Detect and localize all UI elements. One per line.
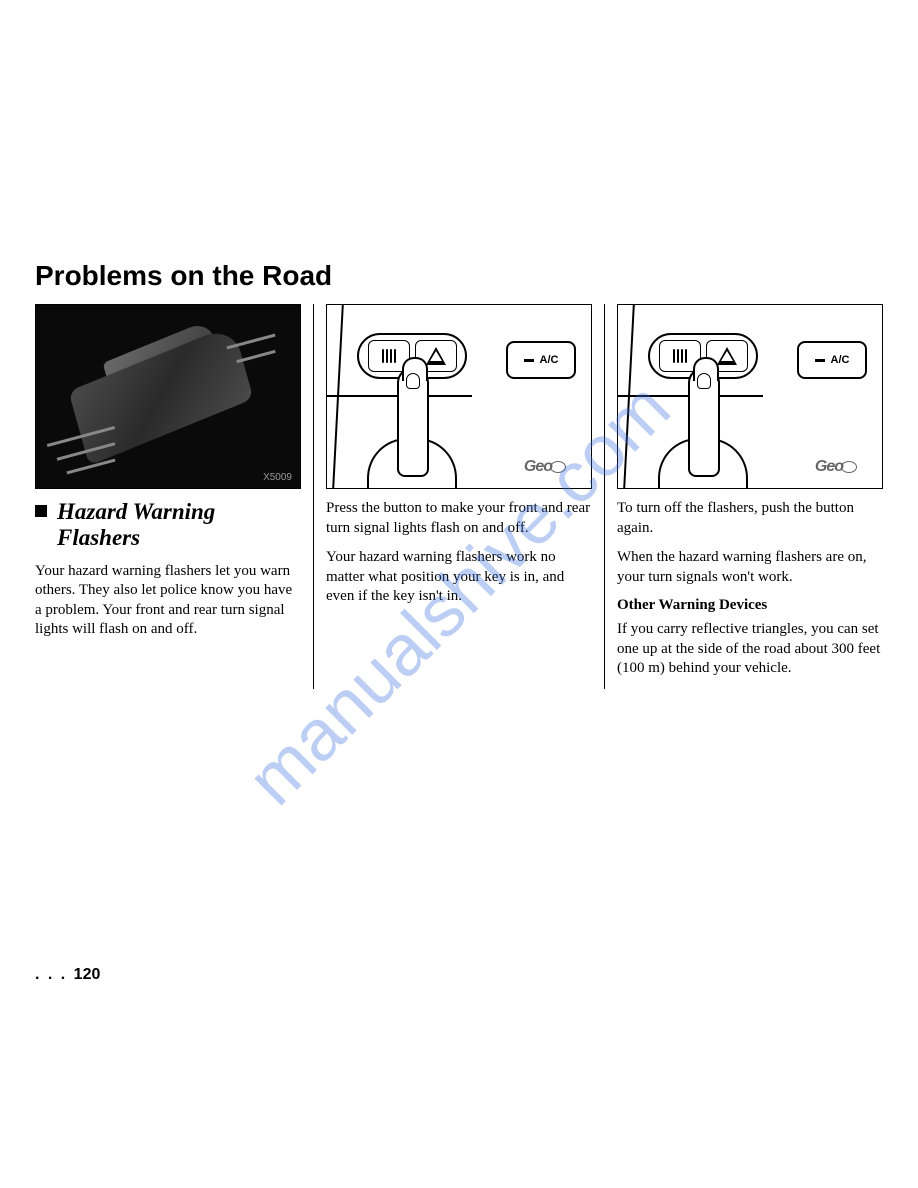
finger-illustration: [397, 367, 429, 477]
content-columns: X5009 Hazard Warning Flashers Your hazar…: [35, 304, 883, 689]
body-paragraph: Your hazard warning flashers work no mat…: [326, 548, 592, 607]
dash-panel: A/C Geo: [618, 305, 882, 488]
image-code-label: X5009: [263, 472, 292, 483]
car-flashers-illustration: X5009: [35, 304, 301, 489]
finger-illustration: [688, 367, 720, 477]
ac-label: A/C: [540, 354, 559, 366]
page-number-value: 120: [74, 966, 101, 983]
hazard-triangle-icon: [426, 347, 446, 365]
manual-page: Problems on the Road X5009 Hazard Warnin…: [35, 260, 883, 689]
dashboard-illustration: A/C Geo: [326, 304, 592, 489]
motion-line: [236, 350, 275, 363]
page-dots: . . .: [35, 966, 74, 983]
section-heading: Hazard Warning Flashers: [57, 499, 301, 552]
fingernail: [406, 373, 420, 389]
section-bullet-icon: [35, 505, 47, 517]
dash-edge: [332, 305, 344, 488]
defrost-lines-icon: [673, 349, 687, 363]
geo-logo: Geo: [815, 458, 857, 476]
column-3: A/C Geo To turn off the flashers, push t…: [605, 304, 883, 689]
page-title: Problems on the Road: [35, 260, 883, 292]
body-paragraph: If you carry reflective triangles, you c…: [617, 620, 883, 679]
dash-panel: A/C Geo: [327, 305, 591, 488]
dash-edge: [623, 305, 635, 488]
geo-logo: Geo: [524, 458, 566, 476]
body-paragraph: Press the button to make your front and …: [326, 499, 592, 538]
column-2: A/C Geo Press the button to make your fr…: [314, 304, 604, 689]
sub-heading: Other Warning Devices: [617, 597, 883, 614]
body-paragraph: Your hazard warning flashers let you war…: [35, 562, 301, 640]
hazard-triangle-icon: [717, 347, 737, 365]
section-title-block: Hazard Warning Flashers: [35, 499, 301, 552]
column-1: X5009 Hazard Warning Flashers Your hazar…: [35, 304, 313, 689]
body-paragraph: To turn off the flashers, push the butto…: [617, 499, 883, 538]
dashboard-illustration: A/C Geo: [617, 304, 883, 489]
ac-indicator-icon: [815, 359, 825, 362]
fingernail: [697, 373, 711, 389]
body-paragraph: When the hazard warning flashers are on,…: [617, 548, 883, 587]
page-number: . . . 120: [35, 966, 100, 984]
ac-button: A/C: [506, 341, 576, 379]
ac-label: A/C: [831, 354, 850, 366]
ac-button: A/C: [797, 341, 867, 379]
ac-indicator-icon: [524, 359, 534, 362]
defrost-lines-icon: [382, 349, 396, 363]
